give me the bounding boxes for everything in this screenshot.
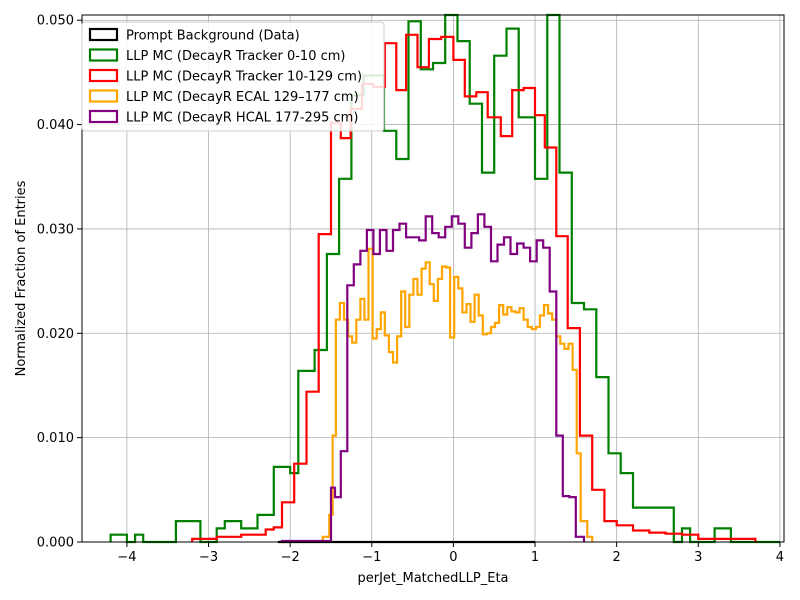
x-tick-label: −1: [362, 550, 381, 565]
y-tick-label: 0.000: [37, 536, 74, 551]
x-axis-label: perJet_MatchedLLP_Eta: [357, 571, 508, 586]
x-tick-label: −3: [199, 550, 218, 565]
legend: Prompt Background (Data) LLP MC (DecayR T…: [81, 21, 385, 132]
legend-swatch: [88, 109, 119, 124]
series-line-4: [280, 213, 586, 543]
series-line-2: [191, 33, 757, 542]
y-tick-label: 0.020: [37, 327, 74, 342]
x-tick-label: 1: [531, 550, 539, 565]
x-axis-ticks: −4 −3 −2 −1 0 1 2 3 4: [117, 542, 784, 565]
x-tick-label: 2: [613, 550, 621, 565]
legend-swatch: [88, 27, 119, 42]
y-tick-label: 0.050: [37, 14, 74, 29]
legend-swatch: [88, 89, 119, 103]
legend-entry: Prompt Background (Data): [126, 29, 300, 44]
x-tick-label: 4: [776, 550, 784, 565]
series-line-3: [321, 247, 594, 542]
x-tick-label: −4: [117, 550, 136, 565]
legend-entry: LLP MC (DecayR HCAL 177-295 cm): [126, 111, 358, 126]
legend-entry: LLP MC (DecayR Tracker 0-10 cm): [126, 49, 345, 64]
y-tick-label: 0.010: [37, 431, 74, 446]
legend-entry: LLP MC (DecayR ECAL 129–177 cm): [126, 90, 359, 105]
x-tick-label: −2: [281, 550, 300, 565]
legend-entry: LLP MC (DecayR Tracker 10-129 cm): [126, 70, 362, 85]
legend-swatch: [88, 68, 119, 83]
y-tick-label: 0.030: [37, 222, 74, 237]
x-tick-label: 3: [694, 550, 702, 565]
x-tick-label: 0: [449, 550, 457, 565]
y-axis-ticks: 0.000 0.010 0.020 0.030 0.040 0.050: [37, 14, 82, 551]
y-tick-label: 0.040: [37, 118, 74, 133]
y-axis-label: Normalized Fraction of Entries: [14, 180, 29, 376]
legend-box: [81, 21, 385, 132]
legend-swatch: [88, 48, 119, 62]
plot-frame: [81, 14, 785, 543]
series-line-1: [109, 13, 780, 544]
